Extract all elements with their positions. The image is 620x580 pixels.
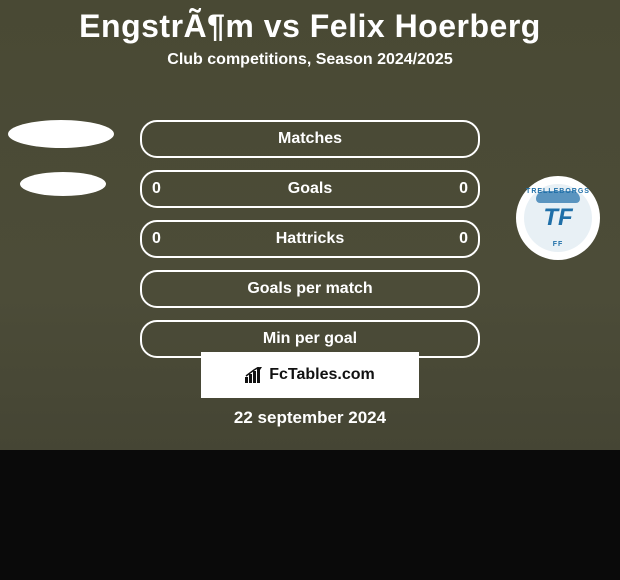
stat-label: Goals: [142, 180, 478, 198]
stat-rows: Matches 0 Goals 0 0 Hattricks 0 Goals pe…: [140, 120, 480, 370]
club-badge-inner: TRELLEBORGS TF FF: [524, 184, 592, 252]
stat-left-value: 0: [152, 230, 161, 248]
club-initials: TF: [543, 204, 572, 232]
stat-row-goals-per-match: Goals per match: [140, 270, 480, 308]
stat-label: Min per goal: [142, 330, 478, 348]
branding-text: FcTables.com: [269, 366, 375, 384]
page-subtitle: Club competitions, Season 2024/2025: [0, 51, 620, 69]
avatar-placeholder-oval: [8, 120, 114, 148]
left-player-avatar: [8, 120, 114, 196]
stat-label: Hattricks: [142, 230, 478, 248]
club-badge-circle: TRELLEBORGS TF FF: [516, 176, 600, 260]
stat-right-value: 0: [459, 180, 468, 198]
page-title: EngstrÃ¶m vs Felix Hoerberg: [0, 0, 620, 45]
snapshot-date: 22 september 2024: [0, 408, 620, 428]
branding-link[interactable]: FcTables.com: [201, 352, 419, 398]
stat-label: Goals per match: [142, 280, 478, 298]
stat-row-goals: 0 Goals 0: [140, 170, 480, 208]
bar-chart-icon: [245, 367, 265, 383]
avatar-placeholder-oval: [20, 172, 106, 196]
stat-label: Matches: [142, 130, 478, 148]
club-ring-bottom-text: FF: [553, 241, 564, 248]
club-ring-top-text: TRELLEBORGS: [526, 188, 590, 195]
stat-right-value: 0: [459, 230, 468, 248]
stat-row-hattricks: 0 Hattricks 0: [140, 220, 480, 258]
stat-left-value: 0: [152, 180, 161, 198]
right-club-badge: TRELLEBORGS TF FF: [516, 176, 600, 260]
stat-row-matches: Matches: [140, 120, 480, 158]
comparison-card: EngstrÃ¶m vs Felix Hoerberg Club competi…: [0, 0, 620, 450]
